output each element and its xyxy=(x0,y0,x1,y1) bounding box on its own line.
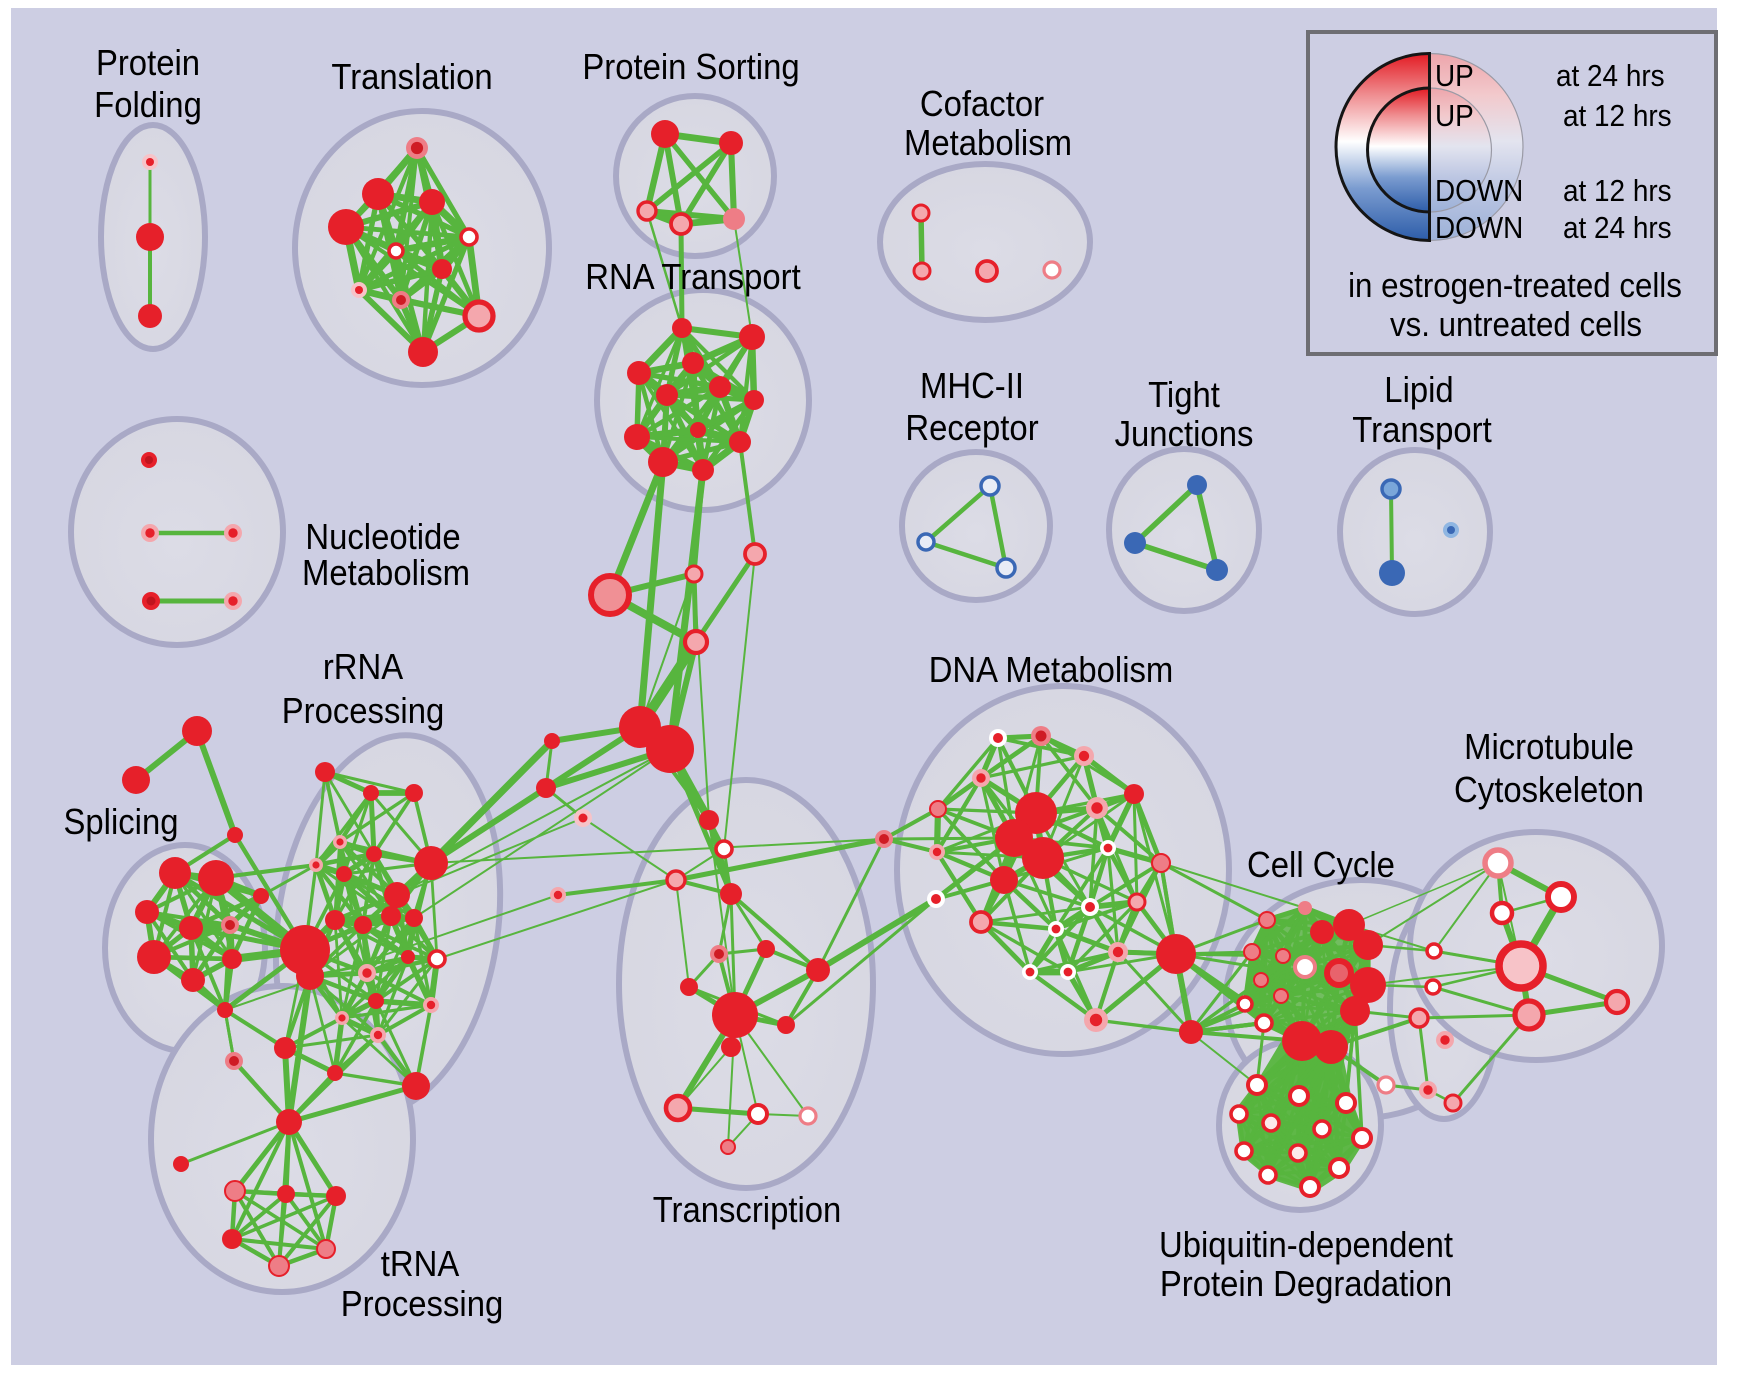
svg-text:Microtubule: Microtubule xyxy=(1464,726,1634,767)
svg-text:Transport: Transport xyxy=(1352,409,1491,450)
svg-text:UP: UP xyxy=(1435,98,1474,133)
svg-text:at 24 hrs: at 24 hrs xyxy=(1563,210,1672,245)
svg-text:DOWN: DOWN xyxy=(1435,173,1523,208)
svg-text:Splicing: Splicing xyxy=(64,801,179,842)
svg-text:Metabolism: Metabolism xyxy=(904,122,1072,163)
svg-text:Protein: Protein xyxy=(96,42,200,83)
svg-text:Ubiquitin-dependent: Ubiquitin-dependent xyxy=(1159,1224,1453,1265)
svg-text:at 24 hrs: at 24 hrs xyxy=(1556,58,1665,93)
svg-text:vs. untreated cells: vs. untreated cells xyxy=(1390,306,1642,344)
svg-text:Protein Degradation: Protein Degradation xyxy=(1160,1263,1452,1304)
svg-text:in estrogen-treated cells: in estrogen-treated cells xyxy=(1348,267,1682,305)
svg-text:Processing: Processing xyxy=(341,1283,504,1324)
svg-text:Cytoskeleton: Cytoskeleton xyxy=(1454,769,1644,810)
svg-text:Junctions: Junctions xyxy=(1115,413,1254,454)
svg-text:Tight: Tight xyxy=(1148,374,1220,415)
svg-text:Translation: Translation xyxy=(331,56,492,97)
svg-text:tRNA: tRNA xyxy=(381,1243,460,1284)
svg-text:rRNA: rRNA xyxy=(323,646,404,687)
svg-text:Cell Cycle: Cell Cycle xyxy=(1247,844,1395,885)
svg-text:RNA Transport: RNA Transport xyxy=(585,256,800,297)
svg-text:Protein Sorting: Protein Sorting xyxy=(582,46,799,87)
svg-text:UP: UP xyxy=(1435,58,1474,93)
svg-text:at 12 hrs: at 12 hrs xyxy=(1563,173,1672,208)
svg-text:DNA Metabolism: DNA Metabolism xyxy=(929,649,1174,690)
svg-text:Metabolism: Metabolism xyxy=(302,552,470,593)
svg-text:Transcription: Transcription xyxy=(653,1189,842,1230)
svg-text:Processing: Processing xyxy=(282,690,445,731)
svg-text:Receptor: Receptor xyxy=(905,407,1038,448)
svg-text:DOWN: DOWN xyxy=(1435,210,1523,245)
svg-text:Folding: Folding xyxy=(94,84,202,125)
svg-text:at 12 hrs: at 12 hrs xyxy=(1563,98,1672,133)
svg-text:Nucleotide: Nucleotide xyxy=(305,516,460,557)
svg-text:MHC-II: MHC-II xyxy=(920,365,1024,406)
svg-text:Lipid: Lipid xyxy=(1384,369,1453,410)
svg-text:Cofactor: Cofactor xyxy=(920,83,1044,124)
